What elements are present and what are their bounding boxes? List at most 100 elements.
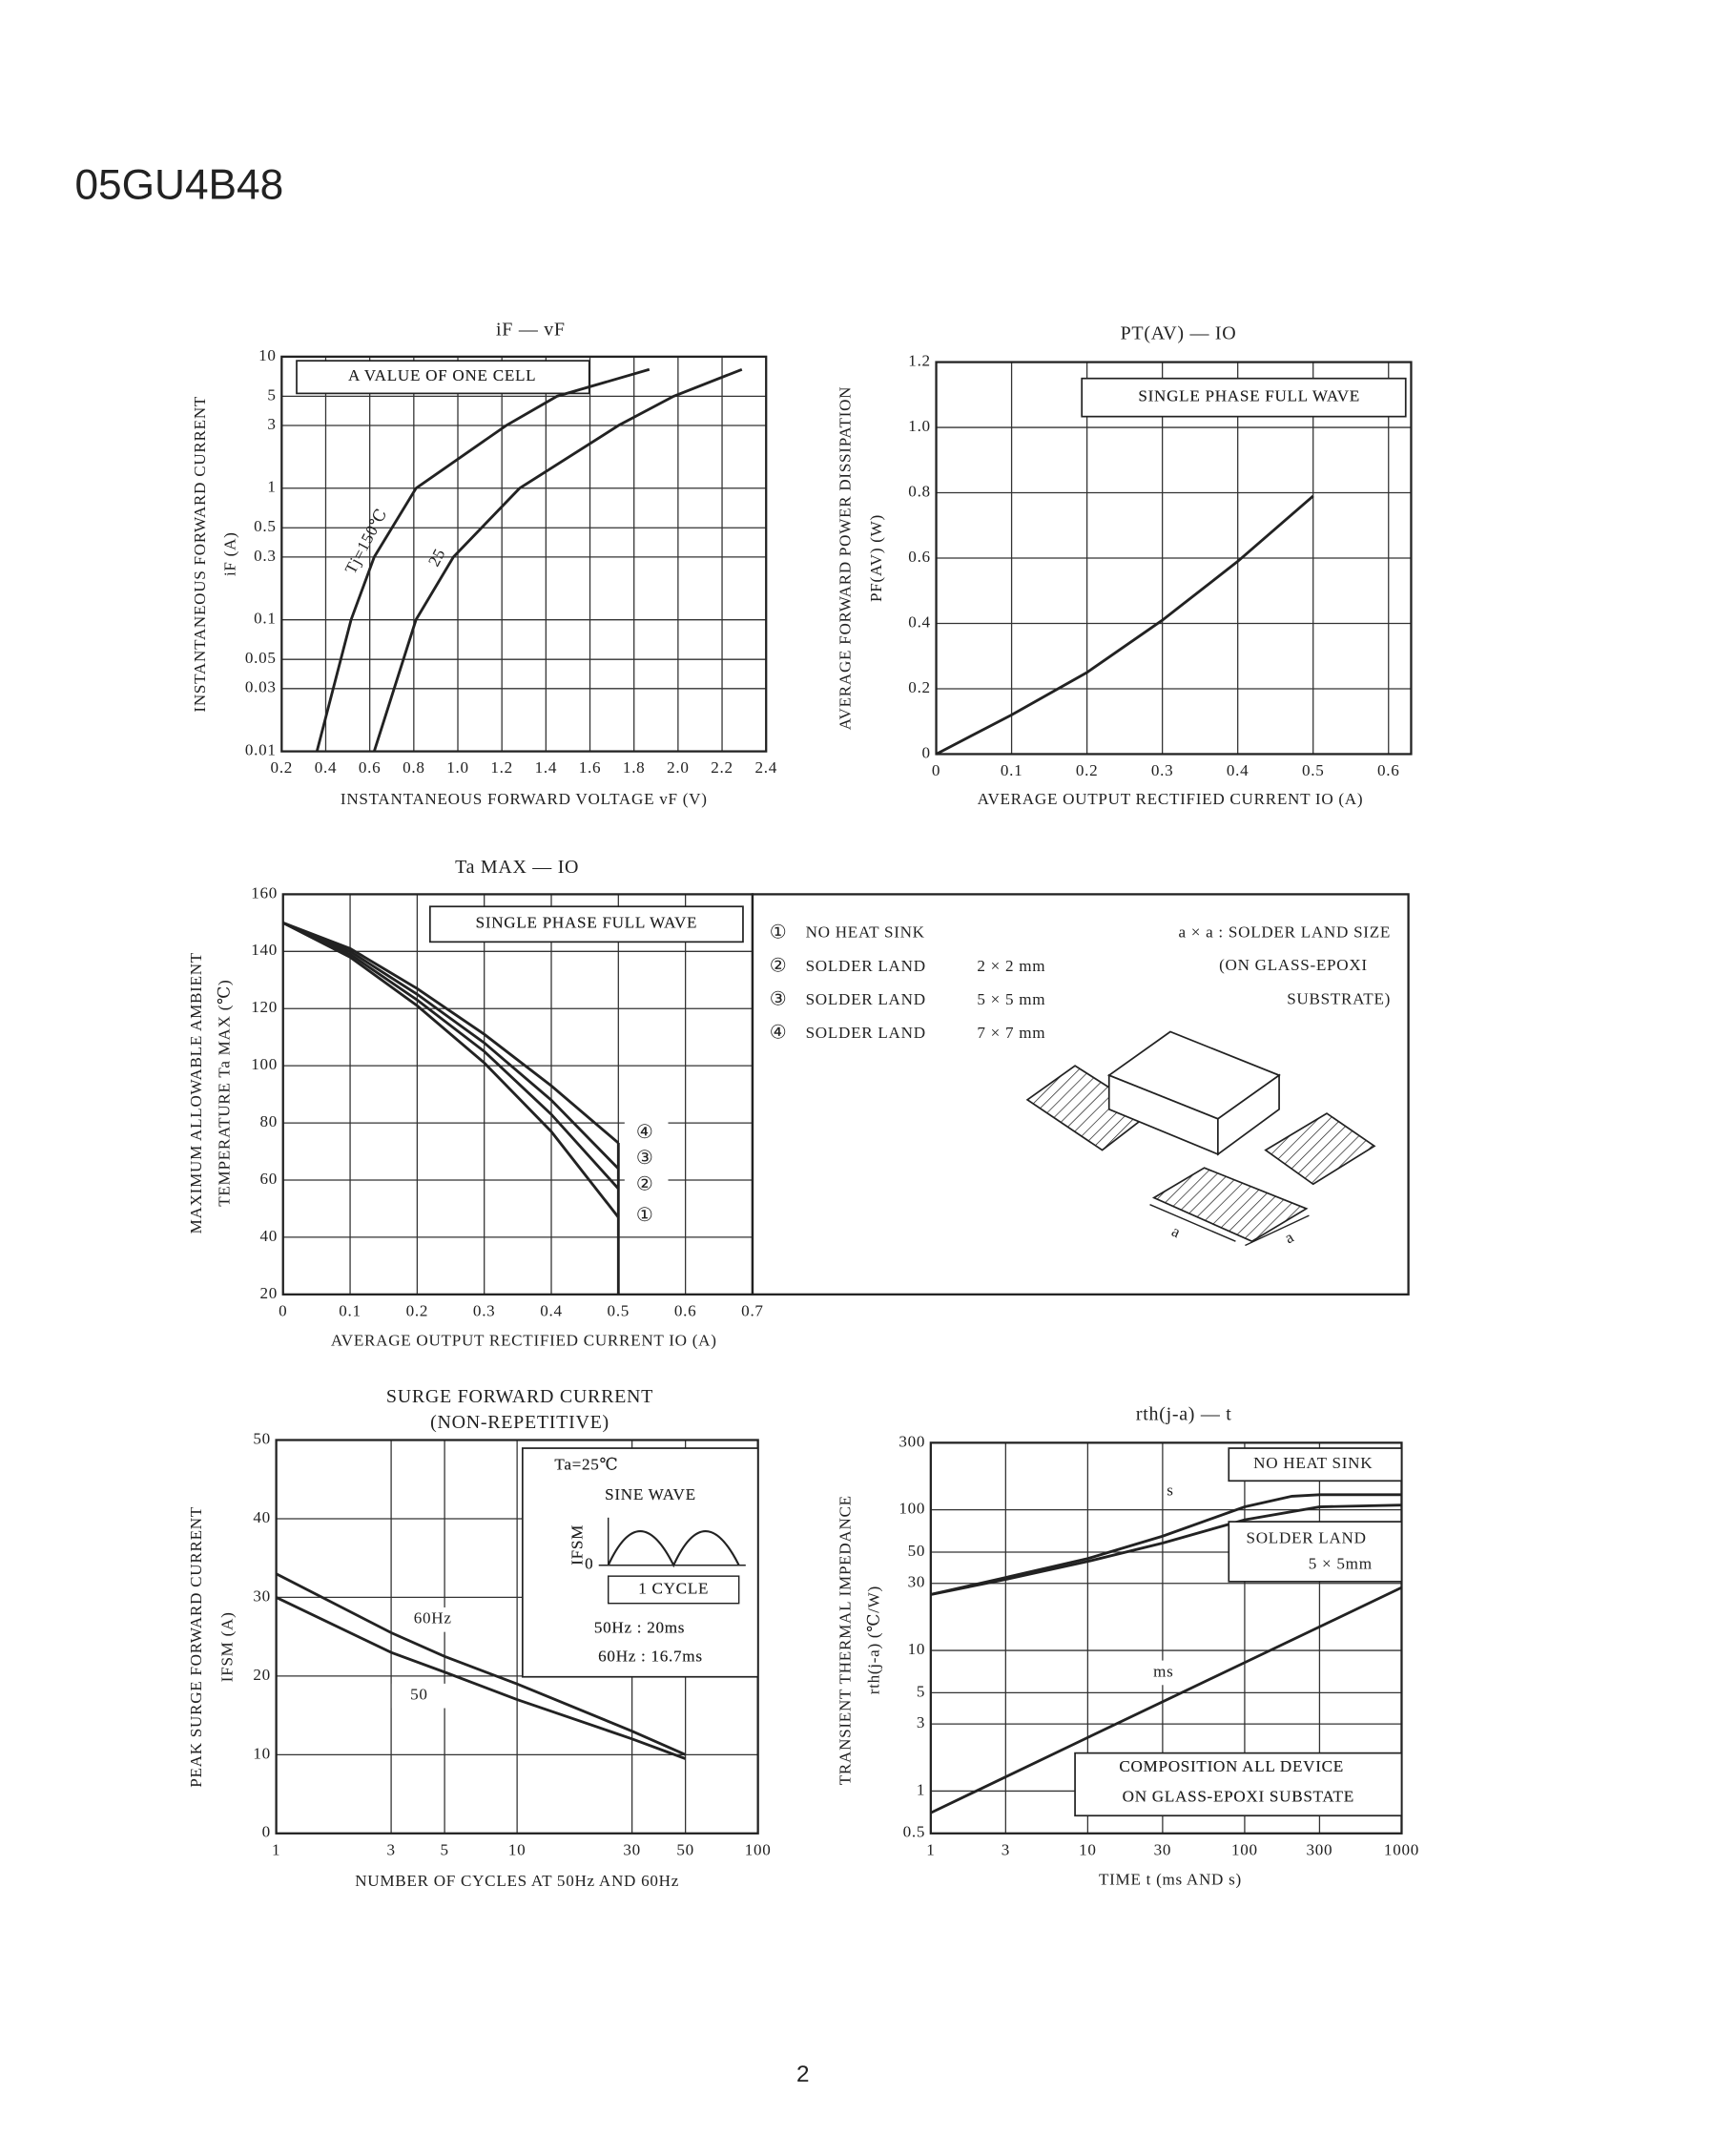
note: a × a : SOLDER LAND SIZE — [1178, 923, 1391, 942]
plot-frame — [929, 1441, 1403, 1835]
y-axis-label: rth(j-a) (℃/W) — [864, 1586, 882, 1694]
y-tick-label: 1.2 — [908, 351, 931, 369]
x-tick-label: 0.6 — [359, 758, 382, 777]
annotation: 60Hz : 16.7ms — [598, 1648, 703, 1666]
x-axis-label: AVERAGE OUTPUT RECTIFIED CURRENT IO (A) — [331, 1332, 717, 1350]
series-label: ④ — [636, 1122, 654, 1143]
x-tick-label: 100 — [745, 1840, 772, 1858]
x-tick-label: 2.0 — [667, 758, 690, 777]
annotation: SINE WAVE — [605, 1485, 696, 1503]
label-bg — [391, 1683, 446, 1709]
x-tick-label: 30 — [623, 1840, 641, 1858]
y-axis-label: MAXIMUM ALLOWABLE AMBIENT — [187, 952, 205, 1233]
annotation-box — [1081, 377, 1407, 418]
y-axis-label: TEMPERATURE Ta MAX (℃) — [216, 980, 234, 1207]
annotation-box — [428, 905, 744, 943]
x-tick-label: 10 — [1079, 1840, 1097, 1858]
y-tick-label: 3 — [917, 1713, 925, 1731]
y-tick-label: 0.5 — [903, 1823, 926, 1841]
y-tick-label: 10 — [253, 1744, 271, 1762]
y-axis-label: INSTANTANEOUS FORWARD CURRENT — [191, 396, 209, 713]
y-tick-label: 30 — [908, 1573, 926, 1591]
package-shape — [1151, 1167, 1309, 1243]
annotation-box — [1074, 1752, 1403, 1817]
y-tick-label: 40 — [253, 1508, 271, 1526]
legend-box — [1228, 1447, 1403, 1482]
annotation: 60Hz : 16.7ms — [598, 1648, 703, 1666]
dim-line — [1149, 1204, 1236, 1242]
series-line — [315, 367, 651, 752]
legend-label: SOLDER LAND — [806, 990, 926, 1008]
y-tick-label: 1.0 — [908, 417, 931, 435]
y-tick-label: 50 — [253, 1429, 271, 1447]
series-line — [930, 1493, 1402, 1596]
x-tick-label: 0.5 — [608, 1301, 630, 1319]
legend-box — [1228, 1521, 1403, 1583]
annotation: SINGLE PHASE FULL WAVE — [1138, 387, 1360, 405]
note: SUBSTRATE) — [1287, 990, 1391, 1008]
annotation: SINGLE PHASE FULL WAVE — [476, 914, 698, 932]
series-label: ① — [636, 1205, 654, 1226]
x-tick-label: 0.7 — [741, 1301, 764, 1319]
legend-marker: ③ — [770, 989, 788, 1010]
series-label: 50 — [410, 1686, 428, 1704]
legend-size: 5 × 5 mm — [977, 990, 1045, 1008]
y-tick-label: 5 — [917, 1682, 925, 1700]
series-line — [275, 1572, 687, 1756]
y-tick-label: 0.01 — [245, 741, 277, 759]
plot-frame — [935, 361, 1413, 756]
x-tick-label: 0.4 — [540, 1301, 563, 1319]
legend-size: 2 × 2 mm — [977, 957, 1045, 975]
legend-size: 7 × 7 mm — [977, 1024, 1045, 1042]
series-line — [282, 922, 620, 1190]
x-tick-label: 3 — [1002, 1840, 1010, 1858]
series-label: ③ — [636, 1148, 654, 1169]
y-tick-label: 50 — [908, 1542, 926, 1560]
annotation-box — [521, 1447, 759, 1678]
legend-marker: ② — [770, 955, 788, 976]
x-axis-label: TIME t (ms AND s) — [1099, 1871, 1242, 1889]
chart-title: PT(AV) — IO — [1121, 323, 1237, 344]
x-tick-label: 1.2 — [490, 758, 513, 777]
x-tick-label: 0.3 — [473, 1301, 496, 1319]
chart-title: iF — vF — [496, 319, 566, 340]
legend-marker: ① — [770, 922, 788, 943]
annotation: IFSM — [568, 1524, 586, 1565]
label-box — [624, 1118, 669, 1236]
y-axis-label: AVERAGE FORWARD POWER DISSIPATION — [836, 386, 854, 731]
x-tick-label: 0.3 — [1151, 761, 1174, 779]
note: (ON GLASS-EPOXI — [1219, 956, 1368, 974]
x-axis-label: INSTANTANEOUS FORWARD VOLTAGE vF (V) — [341, 790, 708, 808]
y-tick-label: 100 — [251, 1055, 278, 1073]
x-tick-label: 1.4 — [535, 758, 558, 777]
package-shape — [1217, 1073, 1280, 1156]
dim-line — [1245, 1214, 1310, 1247]
x-tick-label: 1000 — [1384, 1840, 1419, 1858]
chart-title: Ta MAX — IO — [455, 857, 579, 878]
y-axis-label: TRANSIENT THERMAL IMPEDANCE — [836, 1495, 854, 1785]
y-tick-label: 120 — [251, 998, 278, 1016]
label-bg — [405, 1607, 461, 1632]
annotation: SINE WAVE — [605, 1485, 696, 1503]
y-tick-label: 3 — [267, 415, 276, 433]
y-tick-label: 20 — [259, 1284, 278, 1302]
x-tick-label: 0.1 — [1001, 761, 1023, 779]
x-tick-label: 30 — [1154, 1840, 1172, 1858]
x-tick-label: 0.2 — [1076, 761, 1099, 779]
x-tick-label: 0.2 — [271, 758, 294, 777]
y-tick-label: 140 — [251, 941, 278, 959]
annotation: s — [1167, 1482, 1173, 1500]
y-tick-label: 40 — [259, 1227, 278, 1245]
chart-title: rth(j-a) — t — [1136, 1403, 1232, 1424]
x-tick-label: 5 — [440, 1840, 448, 1858]
x-tick-label: 0.8 — [403, 758, 425, 777]
x-tick-label: 300 — [1307, 1840, 1333, 1858]
y-tick-label: 0.03 — [245, 678, 277, 696]
x-tick-label: 3 — [386, 1840, 395, 1858]
page-number: 2 — [796, 2062, 810, 2087]
series-label: 25 — [424, 546, 448, 570]
y-tick-label: 10 — [908, 1640, 926, 1658]
x-tick-label: 0 — [279, 1301, 287, 1319]
chart-subtitle: (NON-REPETITIVE) — [430, 1412, 609, 1433]
